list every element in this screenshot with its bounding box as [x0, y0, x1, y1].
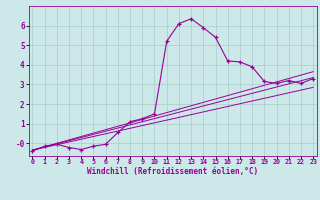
X-axis label: Windchill (Refroidissement éolien,°C): Windchill (Refroidissement éolien,°C) [87, 167, 258, 176]
